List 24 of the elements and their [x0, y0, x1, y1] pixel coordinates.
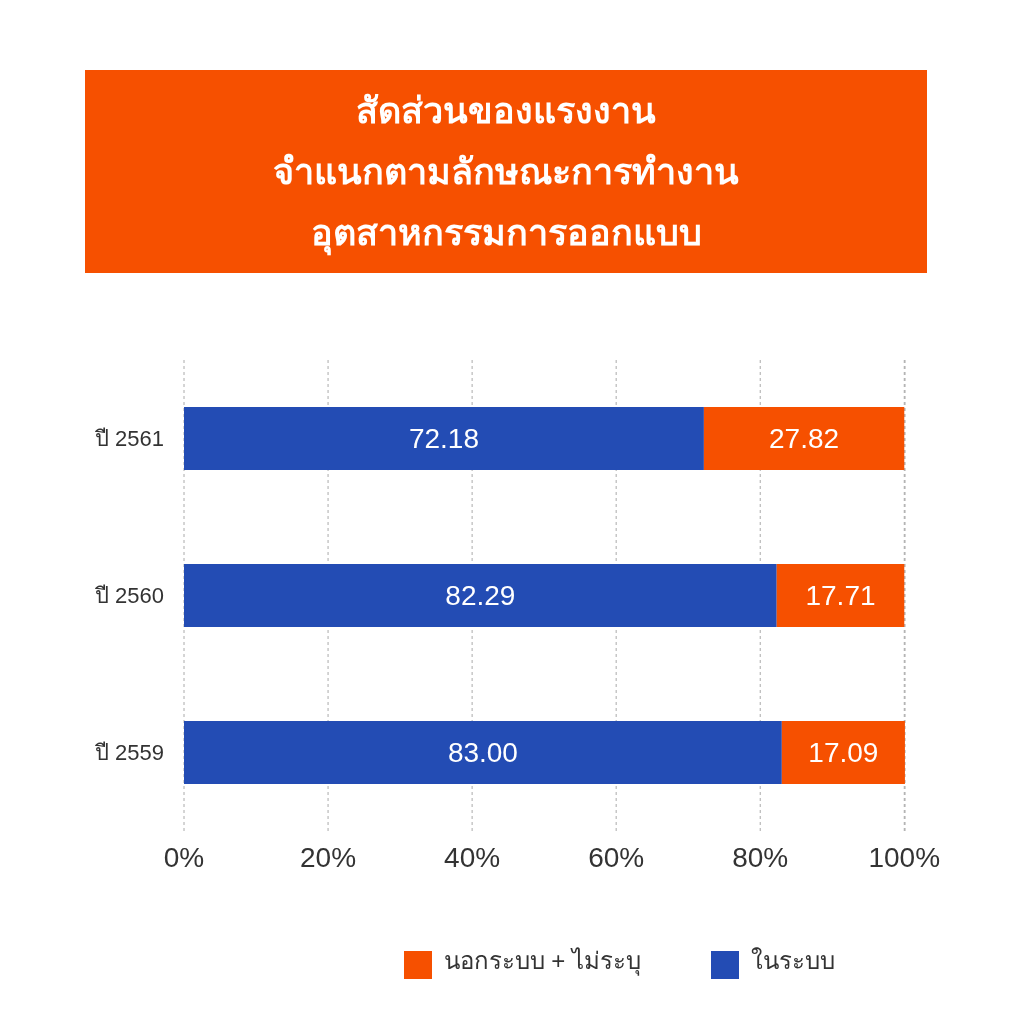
bar	[781, 721, 905, 785]
y-tick-label: ปี 2559	[93, 740, 164, 766]
bar	[776, 564, 905, 628]
bar	[703, 407, 905, 471]
chart-title: สัดส่วนของแรงงาน จำแนกตามลักษณะการทำงาน อุตสาหกรรมการออกแบบ	[273, 89, 739, 258]
x-tick-label: 80%	[732, 841, 789, 873]
y-tick-label: ปี 2561	[93, 426, 164, 452]
legend-label: นอกระบบ + ไม่ระบุ	[443, 947, 641, 974]
x-tick-label: 100%	[868, 841, 941, 873]
legend-label: ในระบบ	[751, 947, 835, 974]
data-label: 27.82	[769, 423, 840, 455]
data-label: 72.18	[408, 423, 479, 455]
bar	[184, 564, 777, 628]
data-label: 17.71	[805, 580, 876, 612]
data-label: 83.00	[447, 737, 518, 769]
x-tick-label: 40%	[444, 841, 501, 873]
y-tick-label: ปี 2560	[93, 583, 164, 609]
bar	[184, 721, 782, 785]
x-tick-label: 20%	[300, 841, 357, 873]
data-label: 82.29	[445, 580, 516, 612]
x-tick-label: 60%	[588, 841, 645, 873]
bar	[184, 407, 704, 471]
x-tick-label: 0%	[163, 841, 205, 873]
data-label: 17.09	[808, 737, 879, 769]
